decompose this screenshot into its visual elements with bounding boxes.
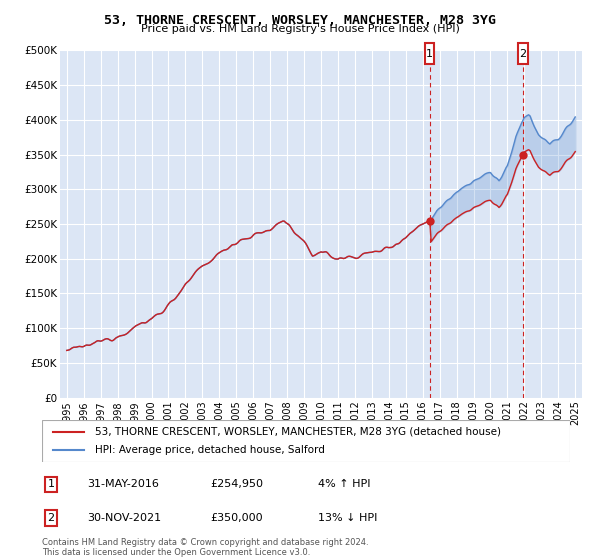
Text: 4% ↑ HPI: 4% ↑ HPI xyxy=(318,479,371,489)
Text: £350,000: £350,000 xyxy=(210,513,263,523)
Text: Contains HM Land Registry data © Crown copyright and database right 2024.
This d: Contains HM Land Registry data © Crown c… xyxy=(42,538,368,557)
Text: £254,950: £254,950 xyxy=(210,479,263,489)
Text: 1: 1 xyxy=(427,49,433,59)
Bar xyxy=(518,44,527,64)
Text: 1: 1 xyxy=(47,479,55,489)
Text: 13% ↓ HPI: 13% ↓ HPI xyxy=(318,513,377,523)
Text: 2: 2 xyxy=(520,49,527,59)
Text: Price paid vs. HM Land Registry's House Price Index (HPI): Price paid vs. HM Land Registry's House … xyxy=(140,24,460,34)
Text: 31-MAY-2016: 31-MAY-2016 xyxy=(87,479,159,489)
Text: 30-NOV-2021: 30-NOV-2021 xyxy=(87,513,161,523)
Text: 2: 2 xyxy=(47,513,55,523)
Bar xyxy=(425,44,434,64)
Text: 53, THORNE CRESCENT, WORSLEY, MANCHESTER, M28 3YG (detached house): 53, THORNE CRESCENT, WORSLEY, MANCHESTER… xyxy=(95,427,501,437)
Text: 53, THORNE CRESCENT, WORSLEY, MANCHESTER, M28 3YG: 53, THORNE CRESCENT, WORSLEY, MANCHESTER… xyxy=(104,14,496,27)
Text: HPI: Average price, detached house, Salford: HPI: Average price, detached house, Salf… xyxy=(95,445,325,455)
